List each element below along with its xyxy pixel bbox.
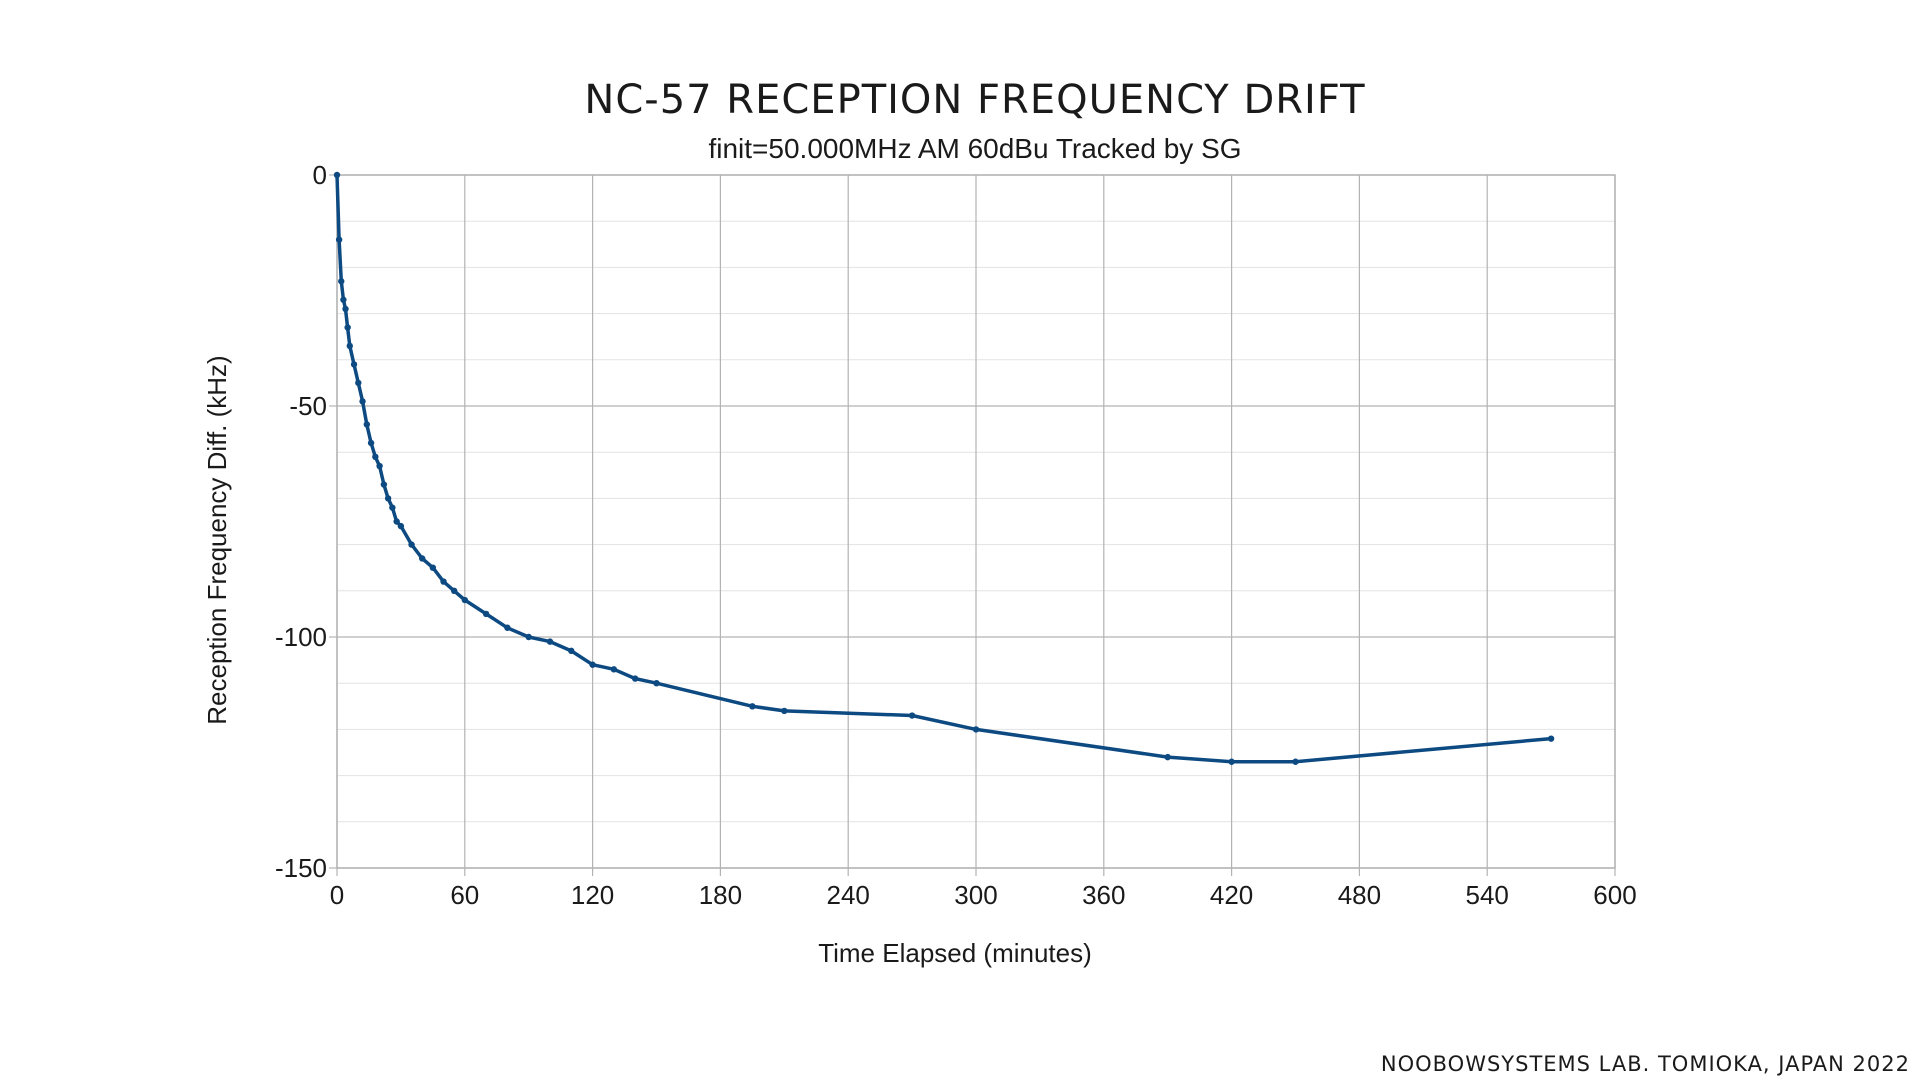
x-tick-label: 0 <box>330 880 344 910</box>
data-point <box>429 564 437 571</box>
y-tick-label: 0 <box>313 160 327 190</box>
x-tick-label: 360 <box>1082 880 1125 910</box>
data-point <box>972 726 980 733</box>
x-tick-label: 540 <box>1466 880 1509 910</box>
data-point <box>363 421 371 428</box>
y-tick-label: -50 <box>289 391 327 421</box>
data-point <box>461 596 468 604</box>
x-tick-label: 480 <box>1338 880 1381 910</box>
data-point <box>568 647 575 655</box>
data-point <box>389 504 396 511</box>
data-point <box>908 712 916 719</box>
data-point <box>340 296 347 303</box>
data-point <box>610 666 618 673</box>
data-point <box>344 324 351 331</box>
grid <box>336 174 1616 869</box>
y-tick-label: -150 <box>275 853 327 883</box>
x-tick-label: 60 <box>450 880 479 910</box>
data-point <box>1292 758 1299 765</box>
y-axis-label: Reception Frequency Diff. (kHz) <box>202 355 232 724</box>
y-axis-ticks: 0 -50 -100 -150 <box>275 160 337 883</box>
data-point <box>335 236 343 243</box>
x-tick-label: 600 <box>1593 880 1636 910</box>
data-point <box>653 680 660 687</box>
x-axis-ticks: 0 60 120 180 240 300 360 420 480 540 600 <box>330 868 1637 910</box>
series-group <box>333 171 1555 765</box>
data-point <box>342 305 349 313</box>
data-point <box>419 555 426 562</box>
data-point <box>355 379 362 387</box>
data-point <box>525 633 532 641</box>
data-point <box>632 675 639 682</box>
data-point <box>397 522 405 530</box>
data-point <box>350 361 358 368</box>
data-point <box>376 462 383 470</box>
x-tick-label: 240 <box>827 880 870 910</box>
x-axis-label: Time Elapsed (minutes) <box>818 938 1092 968</box>
data-point <box>367 439 375 447</box>
data-point <box>372 453 379 461</box>
x-tick-label: 120 <box>571 880 614 910</box>
data-point <box>482 610 490 618</box>
data-point <box>333 171 341 179</box>
chart-title: NC-57 RECEPTION FREQUENCY DRIFT <box>584 77 1365 123</box>
data-point <box>346 342 353 350</box>
data-point <box>781 707 788 715</box>
data-point <box>504 624 511 631</box>
series-line <box>335 174 1552 764</box>
data-point <box>408 541 415 548</box>
data-point <box>338 278 345 285</box>
data-point <box>384 495 392 502</box>
data-point <box>359 398 366 405</box>
x-tick-label: 300 <box>954 880 997 910</box>
data-point <box>380 481 388 488</box>
data-point <box>546 638 554 645</box>
chart-subtitle: finit=50.000MHz AM 60dBu Tracked by SG <box>708 133 1241 164</box>
x-tick-label: 420 <box>1210 880 1253 910</box>
footer-credit: NOOBOWSYSTEMS LAB. TOMIOKA, JAPAN 2022 <box>1381 1052 1910 1076</box>
data-point <box>393 518 400 525</box>
data-point <box>1547 735 1555 742</box>
data-point <box>1228 758 1235 765</box>
x-tick-label: 180 <box>699 880 742 910</box>
data-point <box>450 587 458 594</box>
data-point <box>589 661 596 668</box>
data-point <box>440 578 447 585</box>
data-point <box>1164 753 1171 761</box>
data-point <box>749 703 756 710</box>
y-tick-label: -100 <box>275 622 327 652</box>
